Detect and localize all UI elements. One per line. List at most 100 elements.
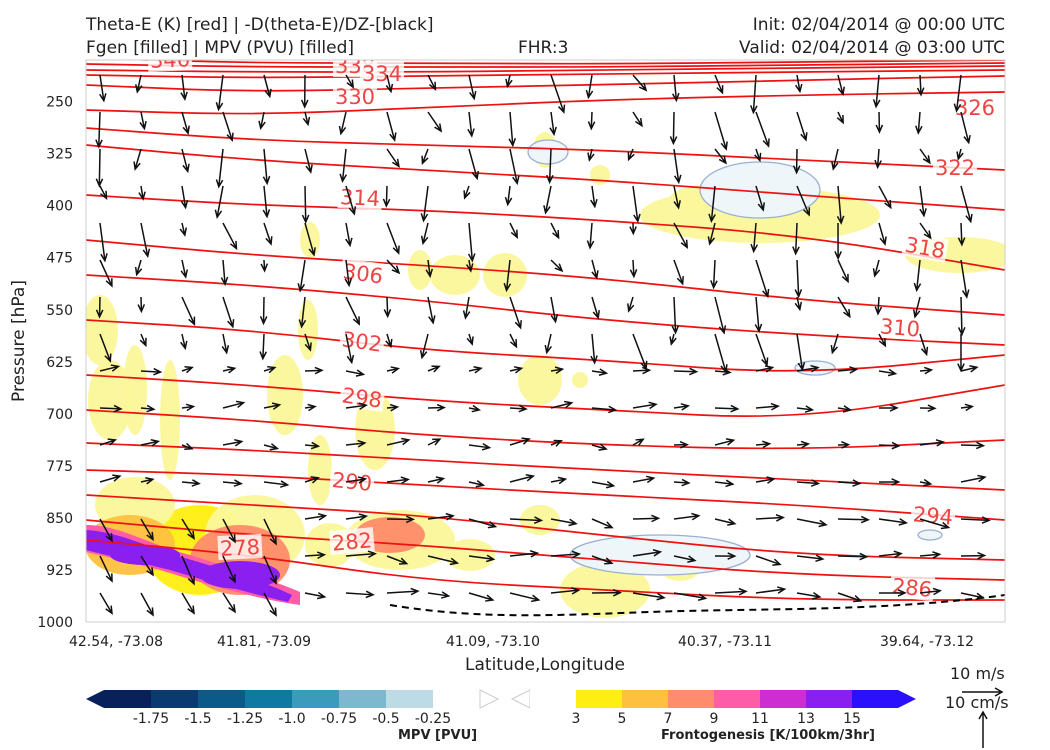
wind-vector xyxy=(878,222,887,246)
wind-vector xyxy=(300,74,309,109)
wind-vector xyxy=(304,366,324,375)
wind-vector xyxy=(181,366,194,374)
wind-vector xyxy=(754,296,763,334)
frontogenesis-shading xyxy=(590,165,610,185)
wind-vector xyxy=(591,480,616,489)
wind-vector xyxy=(754,148,762,163)
fgen-colorbar-swatch xyxy=(622,690,668,708)
wind-vector xyxy=(503,259,512,293)
wind-vector xyxy=(263,222,273,246)
y-axis: 250 325 400 475 550 625 700 775 850 925 1000 xyxy=(37,95,73,631)
wind-vector xyxy=(467,222,476,263)
contour-label-mask xyxy=(338,326,386,356)
wind-vector xyxy=(139,111,147,131)
wind-vector xyxy=(953,74,962,113)
wind-vector xyxy=(673,555,697,563)
wind-vector xyxy=(590,333,598,365)
wind-vector xyxy=(755,476,776,484)
wind-vector xyxy=(591,405,618,414)
theta-e-contour xyxy=(86,91,1005,115)
wind-vector xyxy=(509,404,528,413)
wind-vector xyxy=(549,111,557,137)
wind-vector xyxy=(180,333,188,351)
wind-vector xyxy=(383,296,392,319)
wind-vector xyxy=(99,592,113,615)
wind-vector xyxy=(263,555,277,585)
wind-vector xyxy=(632,185,641,224)
wind-vector xyxy=(99,404,123,413)
wind-vector xyxy=(427,438,442,446)
wind-vector xyxy=(425,259,434,279)
wind-vector xyxy=(263,592,277,617)
wind-vector xyxy=(834,222,842,261)
contour-label: 346 xyxy=(150,47,191,72)
contour-label: 326 xyxy=(955,96,995,120)
mpv-colorbar-tick: -1.5 xyxy=(184,711,211,727)
theta-e-contour xyxy=(86,194,1005,271)
wind-vector xyxy=(591,443,608,451)
frontogenesis-shading xyxy=(88,360,132,440)
plot-frame xyxy=(85,59,1006,623)
fgen-colorbar-label: Frontogenesis [K/100km/3hr] xyxy=(661,728,875,743)
wind-vector xyxy=(960,516,991,524)
wind-vector xyxy=(919,518,951,530)
wind-vector xyxy=(796,592,822,600)
wind-vector xyxy=(509,437,531,446)
wind-vector xyxy=(673,440,690,449)
wind-vector xyxy=(99,259,113,288)
wind-vector xyxy=(222,296,235,329)
wind-vector xyxy=(632,592,666,601)
wind-vector xyxy=(382,185,391,208)
wind-vector xyxy=(222,518,236,544)
wind-vector xyxy=(673,403,691,411)
wind-vector xyxy=(137,296,146,314)
wind-vector xyxy=(714,587,748,596)
wind-vector xyxy=(509,366,524,374)
fgen-colorbar-swatch xyxy=(530,690,576,708)
theta-e-contour xyxy=(86,144,1005,211)
wind-vector xyxy=(427,591,451,599)
wind-vector xyxy=(837,259,849,284)
wind-vector xyxy=(304,591,327,600)
mpv-colorbar-swatch xyxy=(386,690,433,708)
wind-vector xyxy=(214,185,224,219)
y-tick-label: 1000 xyxy=(37,615,73,631)
wind-vector xyxy=(181,296,196,327)
wind-vector xyxy=(345,513,369,521)
mpv-colorbar-extend xyxy=(86,690,104,708)
wind-vector xyxy=(468,592,495,602)
wind-vector xyxy=(138,185,146,201)
fgen-colorbar-tick: 7 xyxy=(664,711,673,727)
wind-vector xyxy=(134,74,143,94)
wind-vector xyxy=(755,365,775,373)
wind-vector xyxy=(960,185,973,224)
wind-vector xyxy=(878,478,901,486)
wind-vector xyxy=(215,74,224,112)
wind-vector xyxy=(673,512,701,521)
wind-vector xyxy=(632,475,656,484)
wind-vector xyxy=(468,443,492,451)
wind-vector xyxy=(796,440,811,449)
wind-vector xyxy=(99,333,112,363)
theta-e-contour xyxy=(86,539,1005,601)
wind-vector xyxy=(585,74,594,100)
wind-vector xyxy=(750,74,758,115)
wind-vector xyxy=(878,589,907,597)
wind-vector xyxy=(302,111,311,127)
wind-vector xyxy=(673,592,708,601)
y-tick-label: 550 xyxy=(46,303,73,319)
wind-vector xyxy=(262,185,271,219)
frontogenesis-shading xyxy=(572,372,588,388)
wind-vector xyxy=(345,590,375,599)
wind-vector xyxy=(913,259,922,293)
wind-vector xyxy=(627,296,635,313)
x-axis: 42.54, -73.08 41.81, -73.09 41.09, -73.10 4… xyxy=(69,634,974,650)
wind-vector xyxy=(386,515,416,524)
wind-vector xyxy=(919,148,931,165)
wind-vector xyxy=(957,222,966,247)
wind-vector xyxy=(960,365,979,373)
wind-vector xyxy=(427,476,446,484)
x-tick-label: 42.54, -73.08 xyxy=(69,634,163,650)
wind-vector xyxy=(179,222,188,237)
wind-vector xyxy=(550,222,560,240)
